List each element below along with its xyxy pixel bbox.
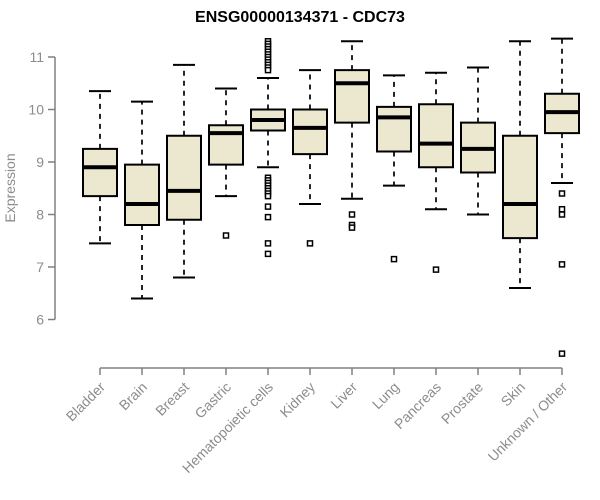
outlier-point — [264, 203, 272, 210]
boxplot-pancreas — [418, 71, 454, 273]
y-tick-label: 10 — [28, 102, 44, 118]
boxplot-lung — [376, 74, 412, 263]
outlier-point — [264, 192, 272, 200]
outlier-point — [264, 213, 272, 221]
boxplots — [82, 37, 580, 357]
iqr-box — [418, 103, 454, 169]
x-tick-label: Kidney — [277, 379, 319, 421]
outlier-point — [432, 266, 440, 273]
y-tick-label: 9 — [36, 154, 44, 170]
boxplot-brain — [124, 100, 160, 300]
boxplot-breast — [166, 63, 202, 279]
y-axis-title: Expression — [2, 153, 18, 222]
iqr-box — [124, 163, 160, 226]
boxplot-kidney — [292, 69, 328, 247]
outlier-point — [348, 211, 356, 218]
iqr-box — [292, 108, 328, 156]
iqr-box — [82, 147, 118, 198]
x-tick-label: Breast — [152, 379, 192, 419]
x-tick-label: Prostate — [438, 379, 486, 427]
outlier-point — [558, 261, 566, 268]
x-tick-label: Skin — [498, 379, 529, 410]
outlier-point — [390, 255, 398, 263]
iqr-box — [376, 105, 412, 153]
outlier-point — [558, 190, 566, 197]
iqr-box — [166, 134, 202, 221]
x-tick-label: Bladder — [63, 379, 109, 425]
outlier-point — [264, 66, 272, 74]
x-tick-label: Liver — [327, 379, 360, 412]
outlier-point — [264, 250, 272, 258]
iqr-box — [502, 134, 538, 240]
boxplot-hematopoietic-cells — [250, 38, 286, 258]
outlier-point — [558, 350, 566, 357]
boxplot-liver — [334, 40, 370, 231]
chart-title: ENSG00000134371 - CDC73 — [195, 9, 405, 26]
x-tick-label: Pancreas — [391, 379, 444, 432]
outlier-point — [558, 211, 566, 218]
x-tick-label: Lung — [369, 379, 402, 412]
boxplot-bladder — [82, 90, 118, 245]
y-tick-label: 6 — [36, 312, 44, 328]
y-tick-label: 7 — [36, 259, 44, 275]
outlier-point — [264, 240, 272, 247]
outlier-point — [558, 206, 566, 213]
iqr-box — [334, 69, 370, 124]
x-tick-label: Brain — [116, 379, 150, 413]
outlier-point — [306, 240, 314, 247]
boxplot-prostate — [460, 66, 496, 216]
outlier-point — [222, 232, 230, 239]
y-tick-label: 8 — [36, 207, 44, 223]
x-tick-label: Unknown / Other — [485, 379, 571, 465]
y-tick-label: 11 — [29, 49, 44, 65]
boxplot-skin — [502, 40, 538, 289]
outlier-point — [348, 224, 356, 231]
boxplot-gastric — [208, 87, 244, 239]
boxplot-unknown-other — [544, 37, 580, 357]
